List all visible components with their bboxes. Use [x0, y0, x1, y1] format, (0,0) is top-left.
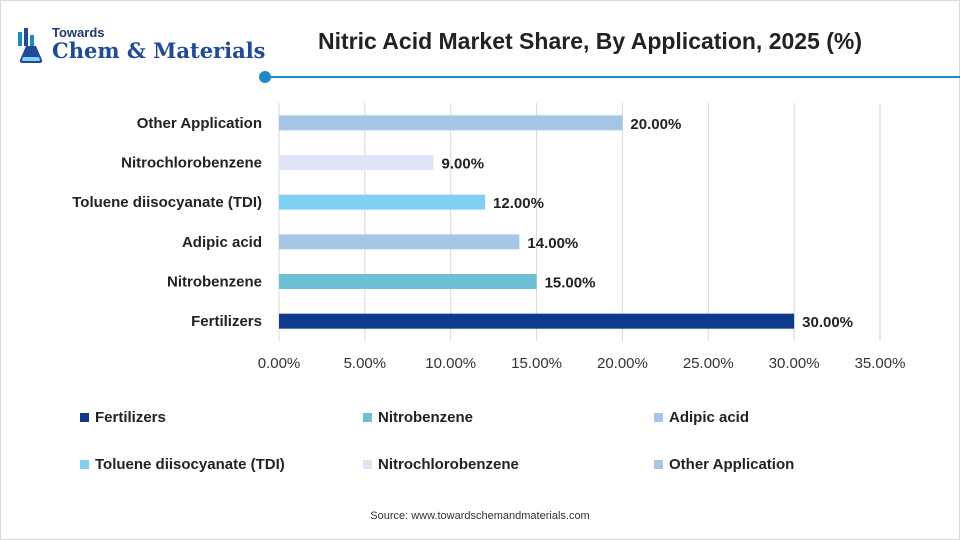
category-label: Adipic acid [182, 234, 262, 251]
legend-item: Toluene diisocyanate (TDI) [80, 456, 285, 473]
title-underline [259, 71, 960, 83]
category-label: Nitrochlorobenzene [121, 155, 262, 172]
brand-main-text: Chem & Materials [52, 38, 266, 63]
bar [279, 194, 486, 210]
category-label: Nitrobenzene [167, 274, 262, 291]
legend-item: Nitrochlorobenzene [363, 456, 519, 473]
brand-logo: Towards Chem & Materials [14, 22, 266, 72]
bar [279, 155, 434, 170]
source-note: Source: www.towardschemandmaterials.com [370, 510, 590, 522]
category-label: Toluene diisocyanate (TDI) [72, 194, 262, 211]
chart-legend: Fertilizers Nitrobenzene Adipic acid Toluen… [80, 403, 940, 493]
legend-swatch [363, 413, 372, 422]
legend-label: Other Application [669, 456, 795, 473]
legend-label: Fertilizers [95, 409, 166, 426]
legend-item: Adipic acid [654, 409, 749, 426]
data-label: 30.00% [802, 314, 853, 331]
bar [279, 274, 537, 289]
legend-label: Adipic acid [669, 409, 750, 426]
legend-swatch [654, 413, 663, 422]
data-label: 14.00% [527, 235, 578, 252]
data-label: 15.00% [545, 275, 596, 292]
data-label: 20.00% [630, 116, 681, 133]
category-label: Other Application [137, 115, 262, 132]
flask-icon [18, 28, 43, 63]
x-tick-label: 20.00% [597, 355, 648, 372]
legend-item: Nitrobenzene [363, 409, 473, 426]
legend-label: Toluene diisocyanate (TDI) [95, 456, 285, 473]
chart-title: Nitric Acid Market Share, By Application… [317, 28, 863, 54]
x-tick-label: 35.00% [855, 355, 906, 372]
x-tick-label: 15.00% [511, 355, 562, 372]
x-tick-label: 0.00% [258, 355, 301, 372]
category-label: Fertilizers [191, 313, 262, 330]
x-tick-label: 10.00% [425, 355, 476, 372]
bar [279, 115, 623, 131]
data-label: 12.00% [493, 195, 544, 212]
legend-item: Fertilizers [80, 409, 166, 426]
bar [279, 234, 520, 250]
x-tick-label: 30.00% [769, 355, 820, 372]
data-label: 9.00% [442, 156, 485, 173]
x-tick-label: 5.00% [344, 355, 387, 372]
legend-label: Nitrochlorobenzene [378, 456, 519, 473]
x-tick-label: 25.00% [683, 355, 734, 372]
legend-swatch [80, 460, 89, 469]
brand-small-text: Towards [52, 25, 105, 40]
legend-swatch [363, 460, 372, 469]
bar-chart: 0.00% 5.00% 10.00% 15.00% 20.00% 25.00% 30.00%… [72, 103, 906, 372]
legend-item: Other Application [654, 456, 794, 473]
bar [279, 313, 795, 329]
legend-swatch [654, 460, 663, 469]
legend-label: Nitrobenzene [378, 409, 474, 426]
legend-swatch [80, 413, 89, 422]
